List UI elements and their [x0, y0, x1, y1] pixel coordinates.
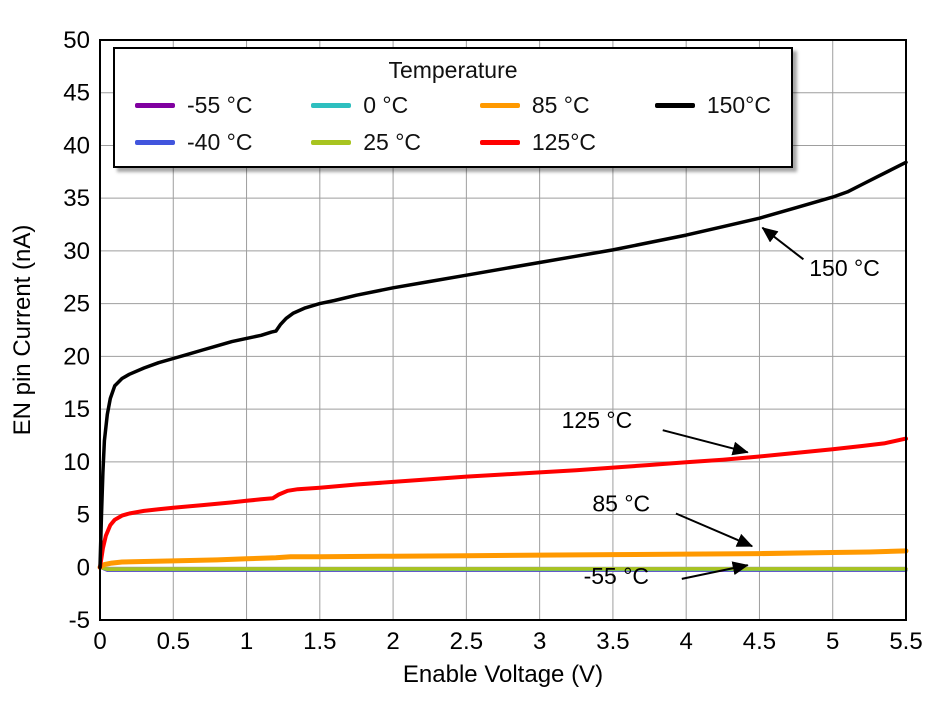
annotation: -55 °C — [584, 561, 749, 589]
annotation: 150 °C — [761, 226, 880, 281]
series-25C — [98, 565, 908, 571]
x-tick-label: 2.5 — [450, 628, 483, 655]
legend-swatch — [654, 103, 695, 108]
y-tick-label: 20 — [63, 343, 90, 370]
legend-swatch — [311, 140, 352, 145]
y-tick-label: 50 — [63, 27, 90, 54]
y-tick-label: 15 — [63, 396, 90, 423]
series-125C — [98, 436, 908, 570]
x-tick-label: 5.5 — [889, 628, 922, 655]
legend-entry: 85 °C — [479, 92, 596, 119]
y-tick-label: 5 — [77, 502, 90, 529]
x-tick-label: 1.5 — [303, 628, 336, 655]
y-tick-label: 25 — [63, 291, 90, 318]
plot-frame — [99, 39, 907, 621]
legend-entry: 150°C — [654, 92, 771, 119]
annotation: 85 °C — [592, 490, 754, 548]
y-tick-label: 30 — [63, 238, 90, 265]
y-tick-label: 0 — [77, 554, 90, 581]
legend-label: -55 °C — [187, 92, 253, 118]
legend-title: Temperature — [388, 57, 518, 83]
x-tick-label: 0 — [93, 628, 106, 655]
x-tick-label: 4.5 — [743, 628, 776, 655]
legend-swatch — [135, 140, 175, 145]
legend-label: 150°C — [706, 92, 771, 118]
x-tick-label: 5 — [826, 628, 839, 655]
x-tick-label: 3.5 — [596, 628, 629, 655]
legend-label: 25 °C — [363, 129, 422, 155]
legend-label: 0 °C — [363, 92, 409, 118]
legend-swatch — [479, 103, 520, 108]
legend-label: 125°C — [531, 129, 597, 155]
x-tick-label: 0.5 — [157, 628, 190, 655]
x-axis-title: Enable Voltage (V) — [403, 661, 603, 688]
legend: Temperature -55 °C -40 °C 0 °C 25 °C 85 °C 12… — [113, 47, 793, 168]
y-tick-label: 40 — [63, 132, 90, 159]
legend-label: 85 °C — [531, 92, 590, 118]
legend-entry: 125°C — [479, 129, 597, 156]
series-85C — [97, 548, 909, 570]
x-tick-label: 1 — [240, 628, 253, 655]
legend-entry: 25 °C — [311, 129, 421, 156]
annotation-label: 125 °C — [562, 407, 633, 433]
x-tick-label: 4 — [680, 628, 693, 655]
y-tick-label: 10 — [63, 449, 90, 476]
annotation-label: 150 °C — [809, 255, 880, 281]
legend-swatch — [311, 103, 352, 108]
series-150C — [98, 160, 908, 570]
annotation: 125 °C — [562, 407, 749, 456]
annotation-label: -55 °C — [584, 563, 649, 589]
legend-label: -40 °C — [187, 129, 253, 155]
legend-entry: -55 °C — [135, 92, 252, 119]
legend-entry: -40 °C — [135, 129, 252, 156]
y-tick-label: 45 — [63, 80, 90, 107]
x-tick-label: 3 — [533, 628, 546, 655]
y-tick-label: 35 — [63, 185, 90, 212]
legend-swatch — [479, 140, 520, 145]
y-tick-label: -5 — [69, 607, 90, 634]
legend-entries: -55 °C -40 °C 0 °C 25 °C 85 °C 125°C 150°C — [115, 92, 791, 156]
legend-swatch — [135, 103, 175, 108]
annotation-label: 85 °C — [592, 490, 650, 516]
x-tick-label: 2 — [386, 628, 399, 655]
legend-entry: 0 °C — [311, 92, 421, 119]
y-axis-title: EN pin Current (nA) — [9, 225, 36, 436]
